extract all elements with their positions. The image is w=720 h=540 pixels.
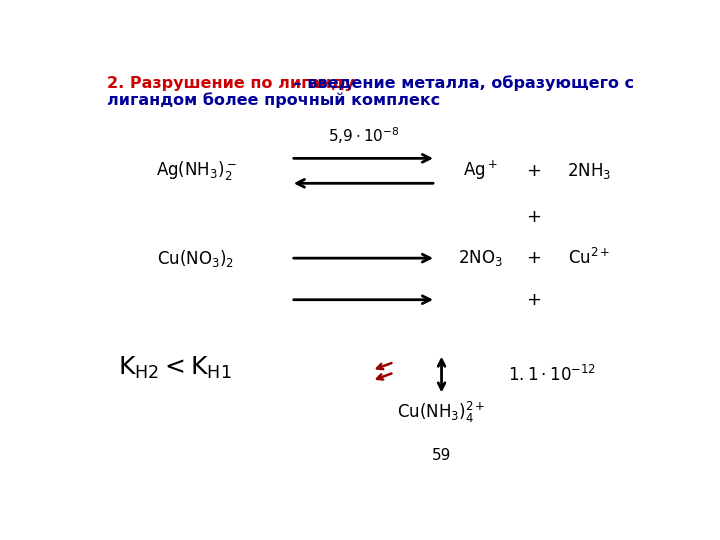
Text: $\mathrm{K_{H2} < K_{H1}}$: $\mathrm{K_{H2} < K_{H1}}$ — [118, 355, 232, 381]
Text: $\mathrm{Cu(NO_3)_2}$: $\mathrm{Cu(NO_3)_2}$ — [158, 248, 235, 268]
Text: – введение металла, образующего с: – введение металла, образующего с — [288, 76, 634, 91]
Text: $+$: $+$ — [526, 291, 541, 309]
Text: $+$: $+$ — [526, 162, 541, 180]
Text: $+$: $+$ — [526, 207, 541, 226]
Text: $1{.}1\cdot10^{-12}$: $1{.}1\cdot10^{-12}$ — [508, 364, 597, 384]
Text: 59: 59 — [432, 448, 451, 463]
Text: $\mathrm{Ag^+}$: $\mathrm{Ag^+}$ — [463, 159, 498, 183]
Text: $\mathrm{Cu(NH_3)_4^{2+}}$: $\mathrm{Cu(NH_3)_4^{2+}}$ — [397, 400, 486, 424]
Text: $5{,}9\cdot10^{-8}$: $5{,}9\cdot10^{-8}$ — [328, 125, 399, 146]
Text: $\mathrm{Ag(NH_3)_2^-}$: $\mathrm{Ag(NH_3)_2^-}$ — [156, 159, 236, 183]
Text: $\mathrm{2NH_3}$: $\mathrm{2NH_3}$ — [567, 161, 611, 181]
Text: лигандом более прочный комплекс: лигандом более прочный комплекс — [107, 92, 440, 108]
Text: $+$: $+$ — [526, 249, 541, 267]
Text: $\mathrm{2NO_3}$: $\mathrm{2NO_3}$ — [458, 248, 503, 268]
Text: $\mathrm{Cu^{2+}}$: $\mathrm{Cu^{2+}}$ — [568, 248, 611, 268]
Text: 2. Разрушение по лиганду: 2. Разрушение по лиганду — [107, 76, 354, 91]
